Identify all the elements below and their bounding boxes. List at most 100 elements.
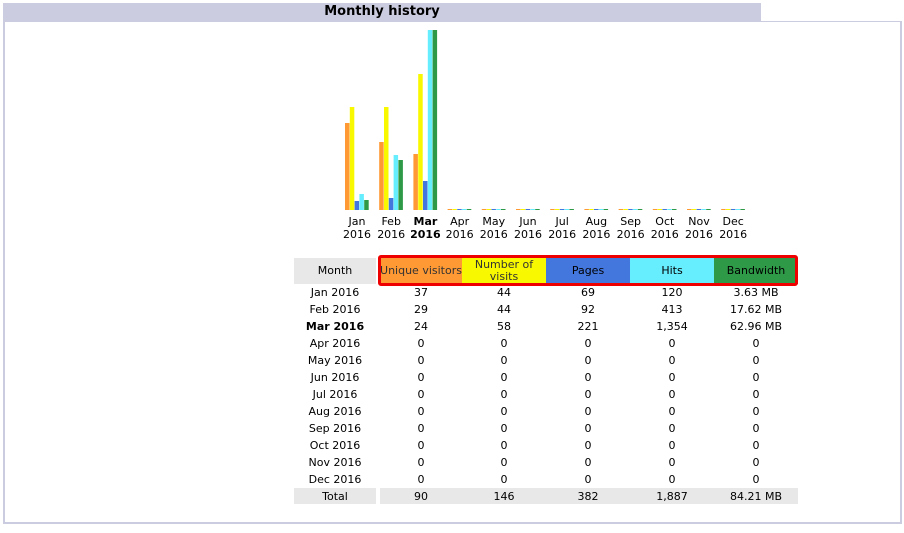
bar-pages-apr (457, 209, 462, 210)
bar-bandwidth-nov (706, 209, 711, 210)
row-hits: 0 (668, 337, 676, 350)
bar-bandwidth-oct (672, 209, 677, 210)
bar-pages-aug (594, 209, 599, 210)
row-bandwidth: 17.62 MB (729, 303, 783, 316)
row-unique-visitors: 0 (417, 456, 425, 469)
bar-hits-sep (633, 209, 638, 210)
row-month: Jan 2016 (310, 286, 360, 299)
row-number-of-visits: 0 (500, 371, 508, 384)
bar-number-of-visits-jul (555, 209, 560, 210)
table-row: Jul 2016 0 0 0 0 0 (294, 386, 798, 403)
tick-label-year: 2016 (617, 228, 645, 241)
row-unique-visitors: 0 (417, 337, 425, 350)
tick-label-year: 2016 (446, 228, 474, 241)
header-unique-visitors: Unique visitors (380, 258, 462, 284)
row-pages: 0 (584, 371, 592, 384)
table-row: Feb 2016 29 44 92 413 17.62 MB (294, 301, 798, 318)
bar-pages-jan (354, 201, 360, 210)
row-bandwidth: 0 (752, 337, 760, 350)
tick-label-year: 2016 (719, 228, 747, 241)
bar-unique-visitors-jul (550, 209, 555, 210)
row-number-of-visits: 58 (497, 320, 511, 333)
total-pages: 382 (546, 488, 630, 504)
tick-label-month: Jun (518, 215, 536, 228)
bar-number-of-visits-jun (520, 209, 526, 210)
bar-unique-visitors-may (481, 209, 487, 210)
bar-pages-mar (423, 181, 428, 210)
tick-label-month: Feb (381, 215, 400, 228)
row-hits: 413 (661, 303, 683, 316)
row-hits: 0 (668, 456, 676, 469)
row-bandwidth: 0 (752, 354, 760, 367)
row-month: Sep 2016 (308, 422, 362, 435)
row-number-of-visits: 44 (497, 303, 511, 316)
bar-hits-nov (701, 209, 706, 210)
row-pages: 0 (584, 337, 592, 350)
row-pages: 0 (584, 354, 592, 367)
row-hits: 120 (661, 286, 683, 299)
row-number-of-visits: 0 (500, 354, 508, 367)
row-pages: 0 (584, 473, 592, 486)
tick-label-month: Sep (620, 215, 641, 228)
total-unique-visitors: 90 (380, 488, 462, 504)
bar-number-of-visits-aug (589, 209, 594, 210)
row-number-of-visits: 0 (500, 337, 508, 350)
tick-label-month: Dec (723, 215, 744, 228)
section-title: Monthly history (3, 3, 761, 21)
bar-number-of-visits-sep (623, 209, 628, 210)
bar-bandwidth-aug (603, 209, 609, 210)
row-unique-visitors: 37 (414, 286, 428, 299)
row-number-of-visits: 0 (500, 439, 508, 452)
row-unique-visitors: 0 (417, 371, 425, 384)
row-hits: 0 (668, 473, 676, 486)
total-label: Total (294, 488, 376, 504)
table-row: Sep 2016 0 0 0 0 0 (294, 420, 798, 437)
tick-label-year: 2016 (410, 228, 441, 241)
row-pages: 0 (584, 388, 592, 401)
table-row: Nov 2016 0 0 0 0 0 (294, 454, 798, 471)
total-bandwidth: 84.21 MB (714, 488, 798, 504)
row-pages: 0 (584, 405, 592, 418)
bar-number-of-visits-mar (418, 74, 423, 210)
tick-label-year: 2016 (582, 228, 610, 241)
bar-number-of-visits-oct (657, 209, 663, 210)
bar-hits-aug (598, 209, 604, 210)
bar-bandwidth-may (501, 209, 506, 210)
tick-label-year: 2016 (548, 228, 576, 241)
row-bandwidth: 0 (752, 371, 760, 384)
row-month: Mar 2016 (305, 320, 365, 333)
row-month: Aug 2016 (308, 405, 362, 418)
bar-bandwidth-sep (637, 209, 643, 210)
bar-hits-mar (427, 30, 433, 210)
tick-label-year: 2016 (343, 228, 371, 241)
bar-bandwidth-mar (432, 30, 438, 210)
row-month: Oct 2016 (309, 439, 361, 452)
row-hits: 0 (668, 371, 676, 384)
row-unique-visitors: 0 (417, 354, 425, 367)
bar-hits-apr (462, 209, 467, 210)
row-number-of-visits: 44 (497, 286, 511, 299)
row-bandwidth: 0 (752, 473, 760, 486)
bar-unique-visitors-apr (447, 209, 453, 210)
bar-pages-may (491, 209, 496, 210)
tick-label-month: May (482, 215, 505, 228)
bar-pages-sep (628, 209, 633, 210)
row-unique-visitors: 0 (417, 439, 425, 452)
row-number-of-visits: 0 (500, 456, 508, 469)
bar-bandwidth-feb (398, 160, 403, 210)
tick-label-month: Oct (655, 215, 675, 228)
bar-number-of-visits-feb (384, 107, 389, 210)
row-month: Jul 2016 (312, 388, 358, 401)
row-hits: 1,354 (656, 320, 688, 333)
row-pages: 0 (584, 439, 592, 452)
row-bandwidth: 0 (752, 456, 760, 469)
row-bandwidth: 0 (752, 422, 760, 435)
bar-pages-oct (662, 209, 667, 210)
bar-unique-visitors-jan (345, 123, 350, 210)
tick-label-month: Aug (586, 215, 607, 228)
tick-label-month: Jan (348, 215, 366, 228)
row-pages: 221 (577, 320, 599, 333)
row-unique-visitors: 29 (414, 303, 428, 316)
total-row: Total 90 146 382 1,887 84.21 MB (294, 488, 798, 504)
row-month: May 2016 (307, 354, 363, 367)
